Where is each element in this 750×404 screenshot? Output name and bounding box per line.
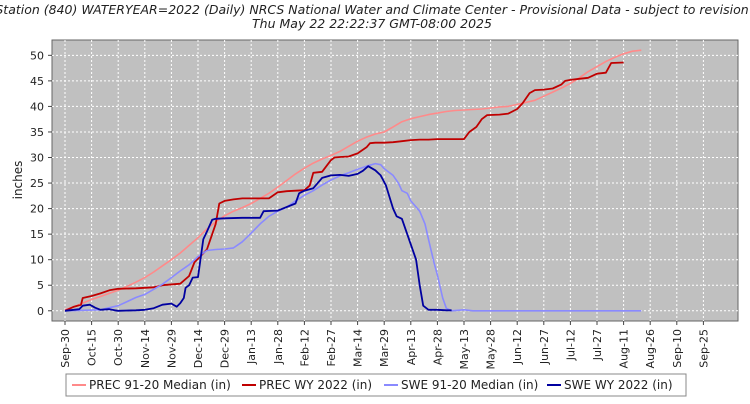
y-tick-label: 30	[30, 152, 44, 165]
y-tick-label: 25	[30, 177, 44, 190]
x-tick-label: Nov-29	[165, 329, 178, 368]
x-tick-label: Mar-14	[352, 329, 365, 367]
x-tick-label: Sep-25	[697, 329, 710, 368]
x-tick-label: Dec-29	[219, 329, 232, 368]
y-tick-label: 45	[30, 75, 44, 88]
y-tick-label: 50	[30, 49, 44, 62]
y-tick-label: 10	[30, 254, 44, 267]
x-tick-label: Apr-28	[431, 329, 444, 365]
x-tick-label: Oct-30	[112, 329, 125, 366]
series-line-1	[64, 49, 642, 311]
series-lines	[64, 49, 642, 312]
y-tick-label: 40	[30, 100, 44, 113]
legend-label-1: PREC 91-20 Median (in)	[89, 378, 231, 392]
y-tick-label: 0	[37, 305, 44, 318]
x-tick-label: Apr-13	[405, 329, 418, 365]
x-tick-label: May-28	[485, 329, 498, 370]
x-tick-label: Feb-12	[298, 329, 311, 366]
x-tick-label: Oct-15	[86, 329, 99, 366]
y-axis: 0 5 10 15 20 25 30 35 40 45 50	[30, 49, 52, 318]
x-tick-label: Aug-26	[644, 329, 657, 368]
x-tick-label: Jun-27	[538, 329, 551, 365]
legend-label-4: SWE WY 2022 (in)	[564, 378, 673, 392]
x-tick-label: Feb-27	[325, 329, 338, 366]
y-axis-label: inches	[11, 161, 25, 200]
series-line-2	[64, 61, 624, 312]
series-line-3	[64, 162, 642, 312]
x-tick-label: Nov-14	[139, 329, 152, 368]
x-tick-label: Jan-28	[272, 329, 285, 365]
plot-area	[51, 39, 739, 322]
x-tick-label: Dec-14	[192, 329, 205, 368]
series-line-4	[64, 165, 452, 312]
x-tick-label: Jun-12	[511, 329, 524, 365]
y-tick-label: 15	[30, 228, 44, 241]
x-tick-label: Aug-11	[618, 329, 631, 368]
x-tick-label: May-13	[458, 329, 471, 370]
legend: PREC 91-20 Median (in) PREC WY 2022 (in) S…	[72, 378, 673, 392]
x-tick-label: Mar-29	[378, 329, 391, 367]
y-tick-label: 35	[30, 126, 44, 139]
x-tick-label: Jul-27	[591, 329, 604, 361]
chart-subtitle: Thu May 22 22:22:37 GMT-08:00 2025	[252, 16, 492, 31]
y-tick-label: 20	[30, 203, 44, 216]
x-tick-label: Jan-13	[245, 329, 258, 365]
legend-label-3: SWE 91-20 Median (in)	[401, 378, 538, 392]
chart-title: Station (840) WATERYEAR=2022 (Daily) NRC…	[0, 2, 749, 17]
legend-box	[65, 373, 687, 397]
x-tick-label: Sep-10	[671, 329, 684, 368]
x-axis: Sep-30 Oct-15 Oct-30 Nov-14 Nov-29 Dec-14 Dec-…	[59, 321, 710, 370]
x-tick-label: Jul-12	[564, 329, 577, 361]
y-tick-label: 5	[37, 279, 44, 292]
x-tick-label: Sep-30	[59, 329, 72, 368]
legend-label-2: PREC WY 2022 (in)	[259, 378, 372, 392]
